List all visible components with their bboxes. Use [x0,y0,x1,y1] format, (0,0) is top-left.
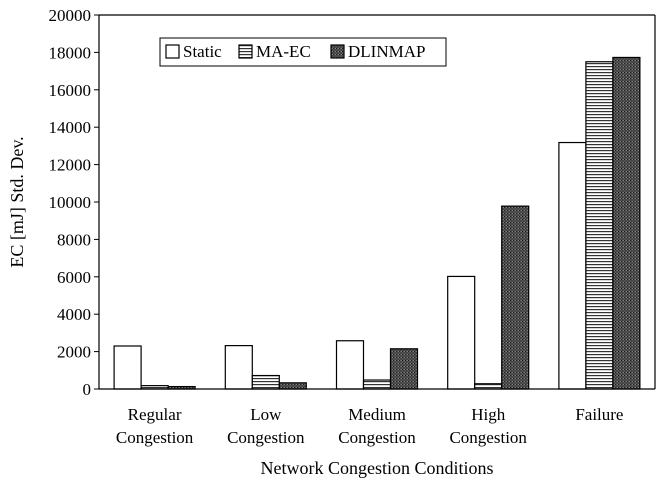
legend-swatch-dlinmap [330,44,345,59]
x-axis-title: Network Congestion Conditions [261,458,494,478]
x-category-label: Low [250,405,282,424]
y-tick-label: 6000 [57,268,91,287]
y-tick-label: 0 [83,380,92,399]
x-axis-category-labels: Regular Congestion Low Congestion Medium Cong… [116,405,624,447]
x-category-label: Regular [128,405,182,424]
x-category-label: Congestion [449,428,527,447]
bar-static-3 [447,275,476,390]
legend-swatch-ma-ec [238,44,253,59]
bar-dlinmap-4 [612,56,641,390]
legend-label: MA-EC [256,42,311,61]
bar-dlinmap-1 [278,382,307,390]
y-tick-label: 18000 [49,43,92,62]
bar-static-1 [224,345,253,390]
y-tick-label: 20000 [49,6,92,25]
bar-dlinmap-2 [389,348,419,390]
y-axis-title: EC [mJ] Std. Dev. [7,136,27,267]
y-tick-label: 8000 [57,230,91,249]
x-category-label: High [471,405,506,424]
x-category-label: Failure [575,405,623,424]
x-category-label: Medium [348,405,406,424]
x-category-label: Congestion [338,428,416,447]
y-tick-label: 4000 [57,305,91,324]
legend-swatch-static [165,44,180,59]
y-tick-label: 16000 [49,81,92,100]
bar-ma-ec-4 [585,61,614,390]
bar-static-4 [558,141,587,390]
x-category-label: Congestion [227,428,305,447]
legend-box [159,37,447,67]
bar-ma-ec-2 [362,379,392,390]
bar-ma-ec-1 [251,374,280,390]
bar-static-0 [113,345,142,390]
legend: Static MA-EC DLINMAP [159,37,447,67]
bars [113,56,641,390]
bar-static-2 [335,340,365,390]
bar-ma-ec-3 [474,383,503,390]
y-tick-label: 10000 [49,193,92,212]
y-axis-ticks: 0 2000 4000 6000 8000 10000 12000 14000 16000 180… [49,6,99,399]
bar-dlinmap-3 [501,205,530,390]
y-tick-label: 12000 [49,156,92,175]
legend-label: Static [183,42,222,61]
x-category-label: Congestion [116,428,194,447]
y-tick-label: 14000 [49,118,92,137]
legend-label: DLINMAP [348,42,425,61]
y-tick-label: 2000 [57,343,91,362]
